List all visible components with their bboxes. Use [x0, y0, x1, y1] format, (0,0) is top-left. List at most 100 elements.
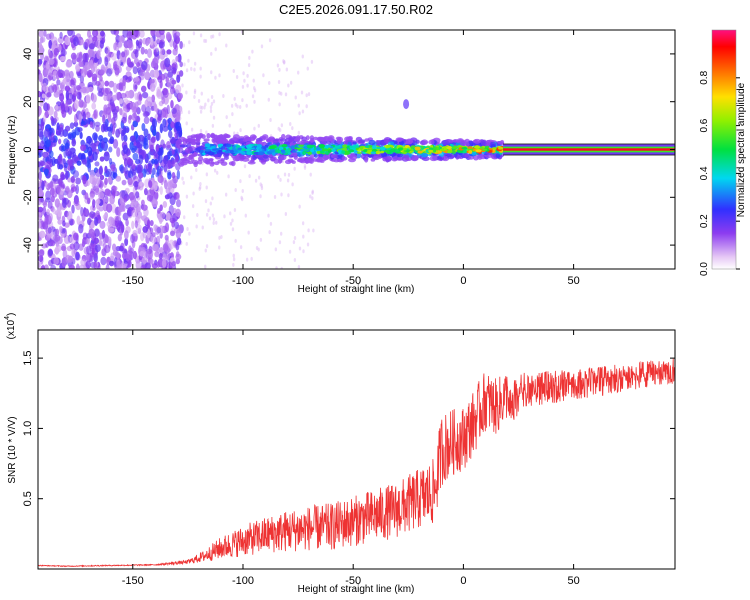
noise-blob — [105, 168, 112, 178]
noise-blob — [82, 175, 87, 185]
noise-blob — [179, 40, 183, 50]
noise-blob — [165, 31, 171, 41]
noise-blob — [103, 151, 110, 162]
noise-blob — [48, 58, 55, 65]
noise-blob — [152, 129, 157, 137]
noise-blob — [106, 221, 111, 227]
noise-blob — [146, 228, 151, 239]
noise-blob — [44, 197, 52, 203]
noise-blob — [211, 213, 215, 218]
noise-blob — [91, 73, 98, 82]
noise-blob — [239, 179, 242, 184]
noise-blob — [51, 156, 56, 167]
noise-blob — [67, 30, 73, 37]
noise-blob — [143, 116, 150, 125]
noise-blob — [121, 128, 126, 137]
noise-blob — [176, 193, 180, 200]
band-blob — [188, 154, 195, 159]
noise-blob — [118, 82, 124, 92]
band-core — [246, 147, 252, 151]
noise-blob — [122, 144, 129, 155]
band-blob — [221, 139, 228, 144]
band-core — [474, 145, 481, 149]
band-blob — [381, 152, 388, 158]
colorbar-ticks: 0.0 0.2 0.4 0.6 0.8 — [699, 70, 740, 276]
band-blob — [195, 137, 200, 142]
noise-blob — [64, 142, 70, 150]
noise-blob — [38, 221, 42, 229]
noise-blob — [87, 217, 92, 226]
noise-blob — [65, 79, 71, 87]
spectrogram-axes: -150 -100 -50 0 50 -40 -20 0 20 40 — [22, 30, 675, 287]
noise-blob — [234, 188, 237, 193]
noise-blob — [92, 36, 98, 42]
noise-blob — [94, 57, 98, 64]
noise-blob — [193, 67, 196, 72]
noise-blob — [188, 231, 191, 236]
noise-blob — [139, 30, 145, 38]
band-core — [224, 150, 229, 154]
noise-blob — [89, 193, 95, 200]
noise-blob — [93, 237, 99, 245]
noise-blob — [103, 107, 108, 115]
noise-blob — [252, 78, 255, 83]
noise-blob — [57, 69, 61, 77]
x-tick-label: -150 — [122, 275, 144, 287]
noise-blob — [183, 215, 186, 220]
noise-blob — [108, 94, 113, 100]
noise-blob — [141, 256, 148, 264]
band-core — [335, 145, 342, 148]
noise-blob — [48, 259, 54, 267]
band-core — [321, 148, 329, 152]
noise-blob — [243, 78, 246, 83]
noise-blob — [111, 243, 117, 252]
band-blob — [279, 138, 287, 142]
noise-blob — [155, 145, 160, 153]
noise-blob — [287, 193, 290, 198]
x-tick-label: -150 — [122, 575, 144, 587]
noise-blob — [199, 128, 203, 133]
band-blob — [446, 153, 452, 158]
noise-blob — [174, 155, 180, 163]
noise-blob — [179, 70, 184, 77]
band-blob — [336, 138, 342, 145]
noise-blob — [111, 108, 118, 115]
noise-blob — [120, 265, 126, 269]
band-blob — [370, 158, 376, 162]
noise-blob — [78, 223, 84, 234]
noise-blob — [169, 138, 177, 144]
noise-blob — [176, 130, 182, 139]
noise-blob — [257, 123, 260, 128]
snr-axes: -150 -100 -50 0 50 0.5 1.0 1.5 — [22, 330, 675, 587]
noise-blob — [167, 171, 172, 180]
band-core — [270, 145, 277, 149]
noise-blob — [216, 170, 219, 175]
snr-series-line — [38, 358, 675, 568]
noise-blob — [131, 112, 138, 122]
noise-blob — [89, 211, 96, 218]
noise-blob — [225, 43, 228, 48]
noise-blob — [42, 206, 47, 216]
noise-blob — [104, 177, 108, 186]
band-core — [461, 147, 468, 150]
noise-blob — [297, 103, 300, 108]
noise-blob — [241, 84, 245, 89]
noise-blob — [118, 35, 123, 43]
noise-blob — [141, 204, 148, 211]
noise-blob — [81, 85, 87, 96]
noise-blob — [86, 236, 90, 245]
noise-blob — [205, 130, 208, 135]
noise-blob — [104, 244, 111, 254]
noise-blob — [73, 121, 79, 127]
noise-blob — [143, 128, 149, 138]
noise-blob — [173, 221, 180, 229]
noise-blob — [297, 70, 300, 75]
noise-blob — [69, 122, 75, 130]
noise-blob — [280, 123, 284, 128]
snr-scale-exp: 4 — [4, 316, 11, 320]
x-tick-label: 0 — [460, 275, 466, 287]
noise-blob — [108, 227, 115, 233]
noise-blob — [83, 65, 88, 73]
noise-blob — [285, 67, 289, 72]
noise-blob — [273, 194, 277, 199]
